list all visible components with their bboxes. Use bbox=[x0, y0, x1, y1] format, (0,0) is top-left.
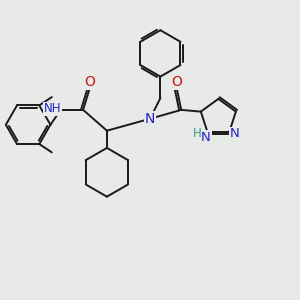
Text: N: N bbox=[201, 131, 211, 144]
Text: N: N bbox=[230, 127, 239, 140]
Text: H: H bbox=[193, 127, 202, 140]
Text: O: O bbox=[171, 75, 182, 89]
Text: N: N bbox=[145, 112, 155, 126]
Text: NH: NH bbox=[44, 102, 61, 115]
Text: O: O bbox=[84, 75, 95, 89]
